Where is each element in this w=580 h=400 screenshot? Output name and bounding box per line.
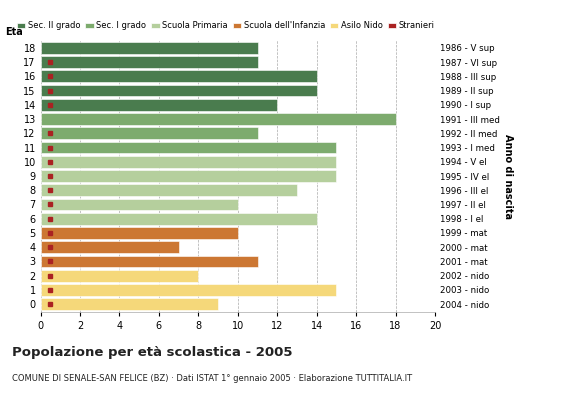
Bar	[41, 270, 198, 282]
Bar	[41, 56, 258, 68]
Bar	[41, 99, 277, 111]
Bar	[41, 227, 238, 239]
Bar	[41, 199, 238, 210]
Y-axis label: Anno di nascita: Anno di nascita	[502, 134, 513, 218]
Bar	[41, 70, 317, 82]
Bar	[41, 156, 336, 168]
Bar	[41, 170, 336, 182]
Bar	[41, 241, 179, 253]
Bar	[41, 142, 336, 153]
Text: COMUNE DI SENALE-SAN FELICE (BZ) · Dati ISTAT 1° gennaio 2005 · Elaborazione TUT: COMUNE DI SENALE-SAN FELICE (BZ) · Dati …	[12, 374, 412, 383]
Bar	[41, 284, 336, 296]
Bar	[41, 256, 258, 267]
Bar	[41, 85, 317, 96]
Bar	[41, 42, 258, 54]
Text: Popolazione per età scolastica - 2005: Popolazione per età scolastica - 2005	[12, 346, 292, 359]
Text: Età: Età	[5, 27, 23, 37]
Bar	[41, 128, 258, 139]
Bar	[41, 113, 396, 125]
Bar	[41, 184, 297, 196]
Legend: Sec. II grado, Sec. I grado, Scuola Primaria, Scuola dell'Infanzia, Asilo Nido, : Sec. II grado, Sec. I grado, Scuola Prim…	[17, 21, 434, 30]
Bar	[41, 298, 218, 310]
Bar	[41, 213, 317, 224]
